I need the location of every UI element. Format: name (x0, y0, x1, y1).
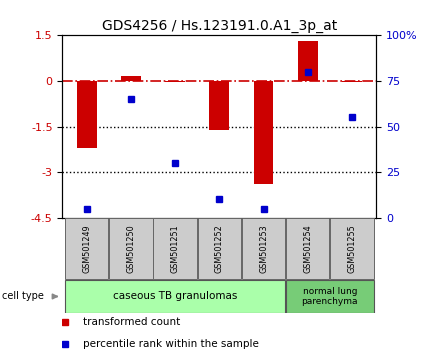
Bar (77, 81, 97, 148)
Text: GSM501252: GSM501252 (215, 224, 224, 273)
FancyBboxPatch shape (286, 280, 374, 313)
Text: GSM501255: GSM501255 (347, 224, 356, 273)
Text: GSM501249: GSM501249 (82, 224, 91, 273)
Bar (121, 76, 141, 81)
Text: GSM501254: GSM501254 (303, 224, 312, 273)
FancyBboxPatch shape (65, 218, 108, 279)
FancyBboxPatch shape (330, 218, 374, 279)
FancyBboxPatch shape (198, 218, 241, 279)
Title: GDS4256 / Hs.123191.0.A1_3p_at: GDS4256 / Hs.123191.0.A1_3p_at (101, 19, 337, 33)
Bar (209, 81, 229, 130)
FancyBboxPatch shape (65, 280, 285, 313)
FancyBboxPatch shape (242, 218, 285, 279)
Bar (165, 81, 185, 82)
FancyBboxPatch shape (154, 218, 197, 279)
Text: GSM501250: GSM501250 (126, 224, 135, 273)
FancyBboxPatch shape (286, 218, 329, 279)
FancyBboxPatch shape (109, 218, 153, 279)
Bar (342, 81, 362, 82)
Text: GSM501251: GSM501251 (171, 224, 180, 273)
Text: caseous TB granulomas: caseous TB granulomas (113, 291, 237, 302)
Text: GSM501253: GSM501253 (259, 224, 268, 273)
Bar (298, 41, 318, 81)
Bar (254, 81, 273, 184)
Text: percentile rank within the sample: percentile rank within the sample (83, 339, 258, 349)
Text: cell type: cell type (2, 291, 44, 302)
Text: transformed count: transformed count (83, 317, 180, 327)
Text: normal lung
parenchyma: normal lung parenchyma (301, 287, 358, 306)
